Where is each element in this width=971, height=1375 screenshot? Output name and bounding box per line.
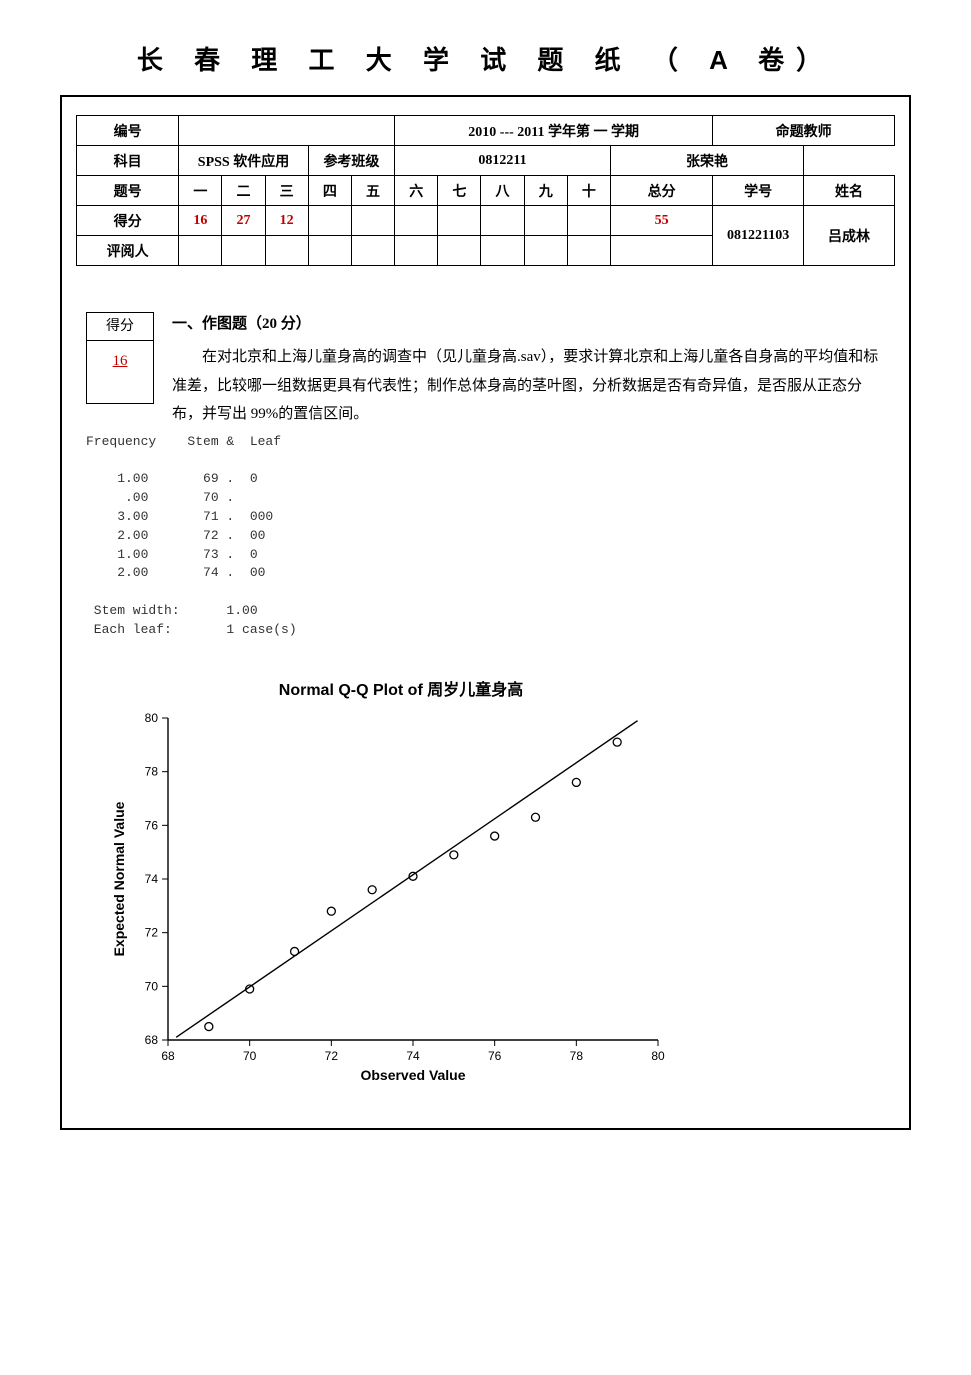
cell-s1: 16 [179, 206, 222, 236]
cell-teacher-label: 命题教师 [713, 116, 895, 146]
svg-text:78: 78 [570, 1049, 584, 1063]
cell-q10: 十 [567, 176, 610, 206]
cell-empty [351, 236, 394, 266]
stemleaf-stemwidth: Stem width: 1.00 [86, 603, 258, 618]
cell-s3: 12 [265, 206, 308, 236]
stemleaf-row: 1.00 73 . 0 [86, 547, 258, 562]
cell-name: 吕成林 [804, 206, 895, 266]
cell-s2: 27 [222, 206, 265, 236]
stemleaf-row: 2.00 74 . 00 [86, 565, 265, 580]
svg-text:Observed Value: Observed Value [360, 1067, 465, 1083]
cell-q8: 八 [481, 176, 524, 206]
page-title: 长 春 理 工 大 学 试 题 纸 （ A 卷） [60, 40, 911, 77]
cell-s6 [395, 206, 438, 236]
table-row: 题号 一 二 三 四 五 六 七 八 九 十 总分 学号 姓名 [77, 176, 895, 206]
cell-reviewer-label: 评阅人 [77, 236, 179, 266]
header-table: 编号 2010 --- 2011 学年第 一 学期 命题教师 科目 SPSS 软… [76, 115, 895, 266]
svg-text:80: 80 [145, 711, 159, 725]
cell-empty [395, 236, 438, 266]
exam-border: 编号 2010 --- 2011 学年第 一 学期 命题教师 科目 SPSS 软… [60, 95, 911, 1130]
svg-text:74: 74 [406, 1049, 420, 1063]
cell-sid-label: 学号 [713, 176, 804, 206]
cell-empty [567, 236, 610, 266]
cell-q1: 一 [179, 176, 222, 206]
cell-empty [265, 236, 308, 266]
cell-s10 [567, 206, 610, 236]
cell-s4 [308, 206, 351, 236]
svg-text:72: 72 [325, 1049, 339, 1063]
cell-qnum-label: 题号 [77, 176, 179, 206]
table-row: 编号 2010 --- 2011 学年第 一 学期 命题教师 [77, 116, 895, 146]
question-text: 在对北京和上海儿童身高的调查中（见儿童身高.sav），要求计算北京和上海儿童各自… [86, 343, 885, 429]
table-row: 科目 SPSS 软件应用 参考班级 0812211 张荣艳 [77, 146, 895, 176]
cell-year: 2010 --- 2011 学年第 一 学期 [395, 116, 713, 146]
svg-text:76: 76 [488, 1049, 502, 1063]
question-score-box: 得分 16 [86, 312, 154, 404]
svg-text:72: 72 [145, 925, 159, 939]
cell-empty [179, 236, 222, 266]
svg-text:68: 68 [145, 1033, 159, 1047]
cell-q6: 六 [395, 176, 438, 206]
cell-q3: 三 [265, 176, 308, 206]
cell-total: 55 [610, 206, 712, 236]
svg-text:70: 70 [243, 1049, 257, 1063]
svg-text:76: 76 [145, 818, 159, 832]
cell-name-label: 姓名 [804, 176, 895, 206]
stemleaf-header: Frequency Stem & Leaf [86, 434, 281, 449]
cell-empty [524, 236, 567, 266]
cell-s8 [481, 206, 524, 236]
cell-subject: SPSS 软件应用 [179, 146, 309, 176]
cell-sid: 081221103 [713, 206, 804, 266]
stemleaf-eachleaf: Each leaf: 1 case(s) [86, 622, 297, 637]
stemleaf-row: 1.00 69 . 0 [86, 471, 258, 486]
cell-q7: 七 [438, 176, 481, 206]
cell-score-label: 得分 [77, 206, 179, 236]
cell-empty [438, 236, 481, 266]
cell-total-label: 总分 [610, 176, 712, 206]
svg-text:Expected Normal Value: Expected Normal Value [111, 801, 127, 956]
cell-s5 [351, 206, 394, 236]
cell-empty [481, 236, 524, 266]
cell-empty [179, 116, 395, 146]
chart-title: Normal Q-Q Plot of 周岁儿童身高 [106, 676, 696, 700]
cell-q4: 四 [308, 176, 351, 206]
cell-empty [308, 236, 351, 266]
svg-text:78: 78 [145, 764, 159, 778]
cell-refclass: 0812211 [395, 146, 611, 176]
qq-chart: 68 70 72 74 76 78 80 68 70 72 74 76 78 80 Observed Val… [106, 708, 696, 1088]
question-heading: 一、作图题 [172, 316, 247, 332]
cell-s9 [524, 206, 567, 236]
cell-q5: 五 [351, 176, 394, 206]
cell-empty [610, 236, 712, 266]
question-points: （20 分） [247, 316, 311, 332]
cell-q2: 二 [222, 176, 265, 206]
cell-refclass-label: 参考班级 [308, 146, 394, 176]
cell-subject-label: 科目 [77, 146, 179, 176]
cell-teacher: 张荣艳 [610, 146, 803, 176]
cell-q9: 九 [524, 176, 567, 206]
cell-bianhao: 编号 [77, 116, 179, 146]
table-row: 得分 16 27 12 55 081221103 吕成林 [77, 206, 895, 236]
qq-svg: 68 70 72 74 76 78 80 68 70 72 74 76 78 80 Observed Val… [106, 708, 676, 1088]
stemleaf-row: .00 70 . [86, 490, 234, 505]
cell-empty [222, 236, 265, 266]
cell-s7 [438, 206, 481, 236]
stemleaf-row: 3.00 71 . 000 [86, 509, 273, 524]
svg-text:68: 68 [161, 1049, 175, 1063]
stemleaf-row: 2.00 72 . 00 [86, 528, 265, 543]
stemleaf-plot: Frequency Stem & Leaf 1.00 69 . 0 .00 70… [86, 433, 885, 640]
scorebox-value: 16 [87, 341, 153, 403]
svg-text:70: 70 [145, 979, 159, 993]
svg-text:80: 80 [651, 1049, 665, 1063]
svg-text:74: 74 [145, 872, 159, 886]
scorebox-label: 得分 [87, 313, 153, 341]
